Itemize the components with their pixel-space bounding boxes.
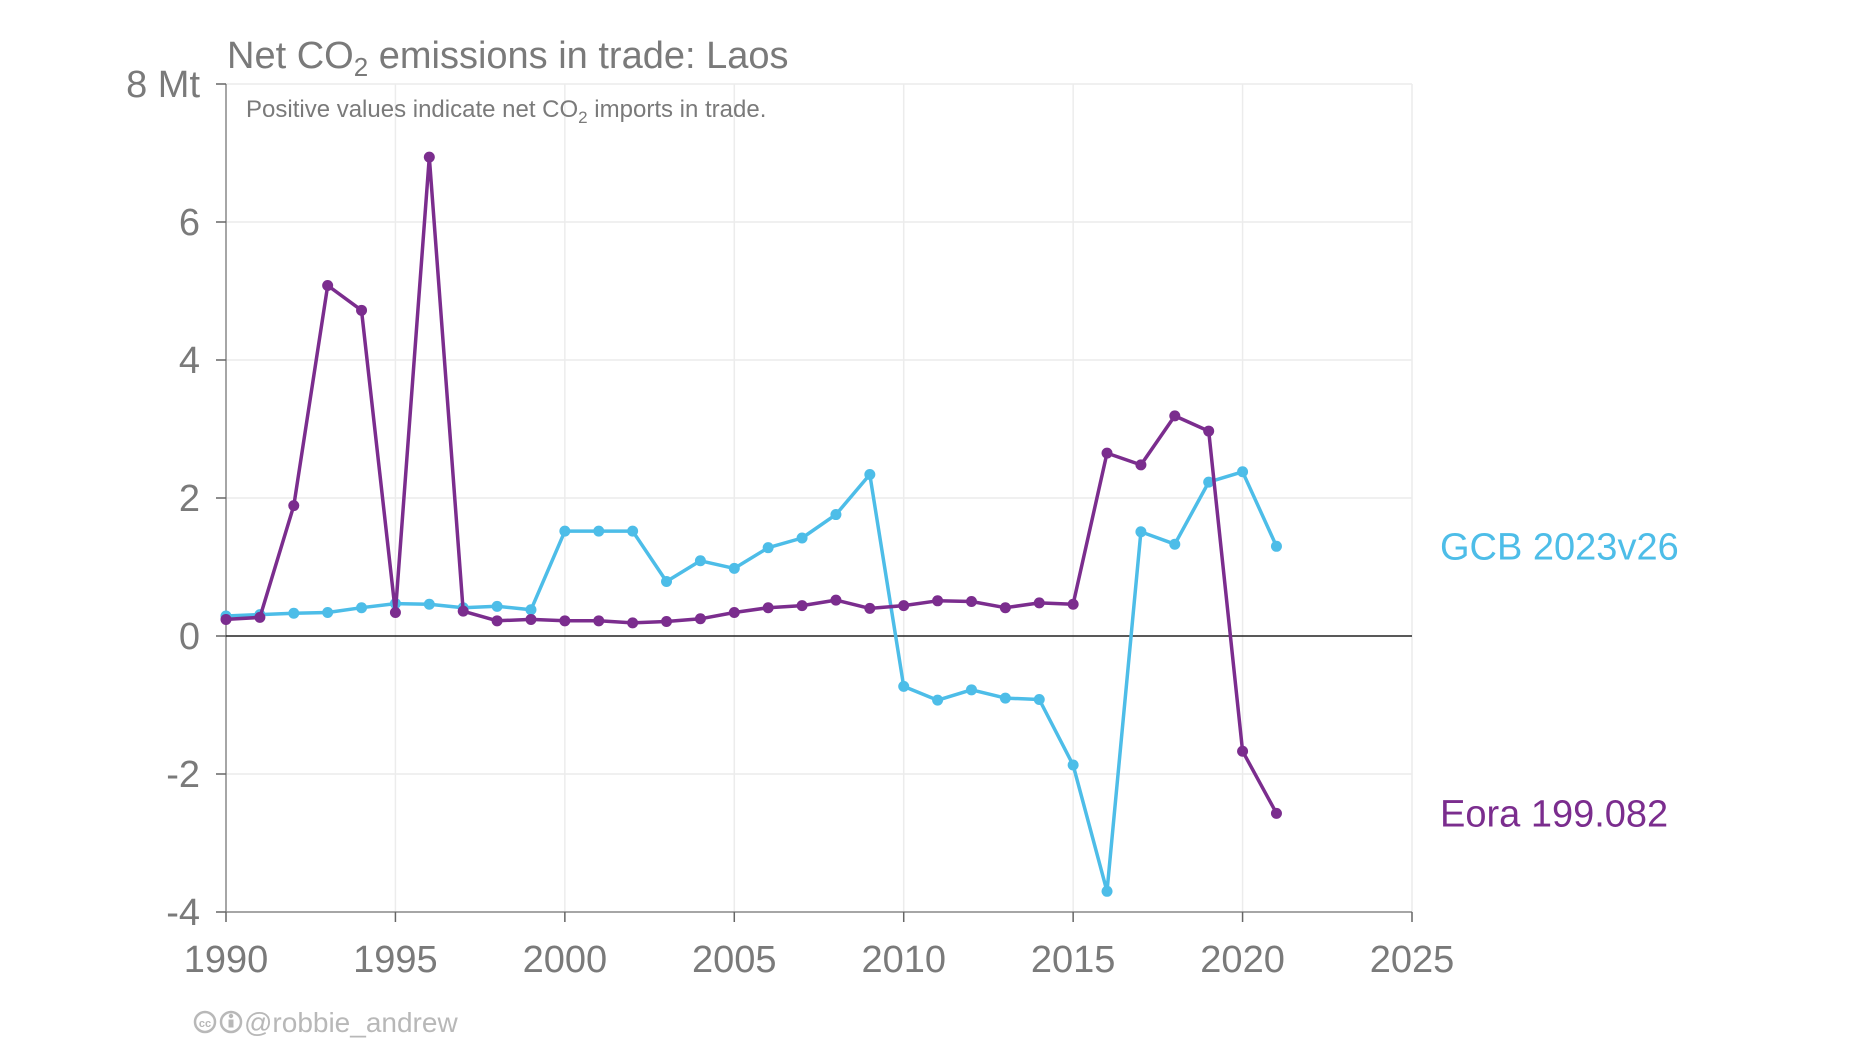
data-point — [389, 607, 401, 619]
data-point — [864, 602, 876, 614]
data-point — [1237, 745, 1249, 757]
data-point — [999, 602, 1011, 614]
data-point — [762, 542, 774, 554]
series-line-0 — [225, 470, 1279, 894]
data-point — [1270, 807, 1282, 819]
credit: cc @robbie_andrew — [193, 1007, 458, 1038]
y-axis-ticks: -4 -2 0 2 4 6 8 Mt — [126, 64, 226, 934]
data-point — [796, 600, 808, 612]
data-point — [356, 304, 368, 316]
series-label-0: GCB 2023v26 — [1440, 526, 1679, 568]
y-tick-label: 0 — [179, 616, 200, 658]
data-point — [491, 615, 503, 627]
data-point — [1033, 693, 1045, 705]
data-point — [1169, 538, 1181, 550]
credit-handle: @robbie_andrew — [244, 1007, 458, 1038]
data-point — [694, 613, 706, 625]
data-point — [898, 600, 910, 612]
data-point — [322, 279, 334, 291]
data-point — [254, 611, 266, 623]
data-point — [322, 607, 334, 619]
data-point — [965, 596, 977, 607]
data-point — [728, 562, 740, 574]
data-point — [830, 509, 842, 521]
data-point — [1169, 410, 1181, 422]
data-point — [864, 469, 876, 481]
cc-icon — [193, 1010, 217, 1034]
data-point — [559, 615, 571, 627]
x-tick-label: 2020 — [1200, 939, 1285, 981]
by-icon-head — [228, 1013, 234, 1019]
chart-title: Net CO2 emissions in trade: Laos — [227, 35, 789, 82]
x-tick-label: 1990 — [184, 939, 269, 981]
y-tick-label: -4 — [166, 892, 200, 934]
data-point — [999, 692, 1011, 704]
data-point — [593, 615, 605, 627]
data-point — [1270, 540, 1282, 552]
y-tick-label: 4 — [179, 340, 200, 382]
data-point — [559, 525, 571, 537]
cc-icon-glyph: cc — [199, 1018, 211, 1030]
x-tick-label: 2010 — [861, 939, 946, 981]
data-point — [661, 616, 673, 628]
data-point — [423, 598, 435, 610]
y-tick-label: 2 — [179, 478, 200, 520]
y-tick-label: 6 — [179, 202, 200, 244]
data-point — [1135, 526, 1147, 538]
data-point — [1067, 598, 1079, 610]
data-point — [627, 617, 639, 629]
series-line-1 — [225, 155, 1279, 815]
x-tick-label: 2005 — [692, 939, 777, 981]
x-axis-ticks: 1990 1995 2000 2005 2010 2015 2020 2025 — [184, 912, 1455, 981]
data-point — [1237, 466, 1249, 478]
chart-subtitle: Positive values indicate net CO2 imports… — [246, 96, 766, 127]
data-point — [491, 600, 503, 612]
data-point — [694, 555, 706, 567]
x-tick-label: 2000 — [523, 939, 608, 981]
data-point — [1033, 597, 1045, 609]
data-point — [898, 680, 910, 692]
series-labels: GCB 2023v26 Eora 199.082 — [1440, 526, 1679, 835]
data-point — [627, 525, 639, 537]
data-point — [1135, 459, 1147, 471]
series-group — [220, 151, 1282, 897]
data-point — [796, 532, 808, 544]
series-label-1: Eora 199.082 — [1440, 793, 1668, 835]
data-point — [220, 613, 232, 625]
data-point — [288, 607, 300, 619]
data-point — [288, 500, 300, 512]
data-point — [593, 525, 605, 537]
y-tick-label: 8 Mt — [126, 64, 200, 106]
data-point — [525, 613, 537, 625]
data-point — [762, 602, 774, 614]
by-icon-body — [228, 1019, 234, 1028]
data-point — [457, 605, 469, 617]
by-icon — [219, 1010, 243, 1034]
data-point — [423, 151, 435, 163]
data-point — [525, 604, 537, 616]
data-point — [1101, 885, 1113, 897]
x-tick-label: 2015 — [1031, 939, 1116, 981]
x-tick-label: 1995 — [353, 939, 438, 981]
data-point — [1067, 759, 1079, 771]
data-point — [1203, 425, 1215, 437]
data-point — [1101, 447, 1113, 459]
data-point — [965, 684, 977, 696]
y-tick-label: -2 — [166, 754, 200, 796]
data-point — [728, 607, 740, 619]
data-point — [1203, 476, 1215, 488]
data-point — [932, 694, 944, 706]
data-point — [661, 575, 673, 587]
data-point — [830, 594, 842, 606]
x-tick-label: 2025 — [1370, 939, 1455, 981]
data-point — [356, 602, 368, 614]
data-point — [932, 595, 944, 607]
